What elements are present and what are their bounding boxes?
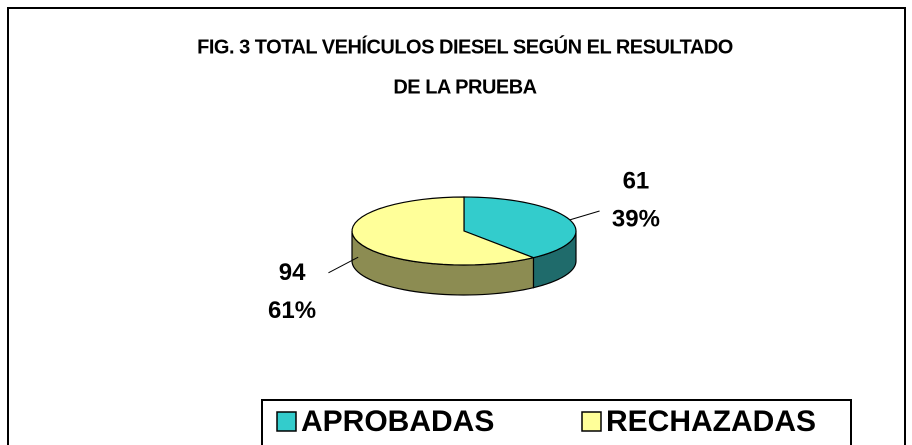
leader-line	[569, 210, 600, 221]
data-label: 61	[623, 167, 650, 194]
legend-box	[261, 399, 852, 445]
legend-swatch	[581, 411, 602, 432]
chart-title: FIG. 3 TOTAL VEHÍCULOS DIESEL SEGÚN EL R…	[197, 34, 733, 58]
legend-swatch	[276, 411, 297, 432]
legend-label: RECHAZADAS	[606, 405, 816, 438]
slice	[351, 196, 536, 266]
legend-label: APROBADAS	[301, 405, 494, 438]
chart-title: DE LA PRUEBA	[393, 76, 536, 98]
leader-line	[328, 256, 359, 274]
percent-label: 61%	[268, 297, 316, 324]
percent-label: 39%	[612, 205, 660, 232]
data-label: 94	[279, 259, 306, 286]
